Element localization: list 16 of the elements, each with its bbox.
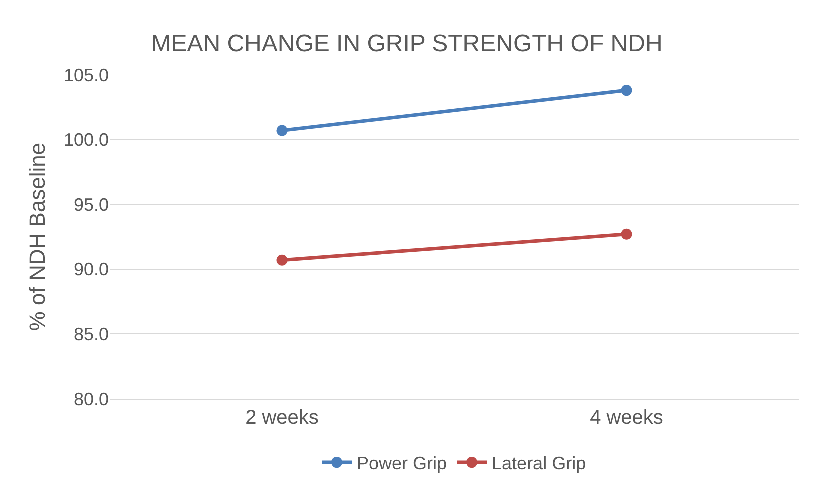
y-tick-label: 105.0 — [64, 65, 109, 86]
legend-label: Power Grip — [357, 454, 448, 474]
point — [621, 85, 632, 96]
point — [276, 254, 288, 266]
x-tick-label: 4 weeks — [590, 407, 664, 429]
chart-title: MEAN CHANGE IN GRIP STRENGTH OF NDH — [151, 30, 663, 58]
y-tick-label: 90.0 — [74, 260, 109, 280]
y-tick-label: 95.0 — [74, 194, 109, 215]
y-tick-label: 80.0 — [74, 389, 109, 410]
point — [276, 125, 288, 136]
x-tick-label: 2 weeks — [246, 407, 319, 429]
y-axis-title: % of NDH Baseline — [24, 142, 50, 332]
legend-label: Lateral Grip — [492, 454, 586, 474]
y-tick-label: 100.0 — [64, 130, 109, 150]
point — [621, 228, 632, 240]
y-tick-label: 85.0 — [74, 324, 109, 344]
